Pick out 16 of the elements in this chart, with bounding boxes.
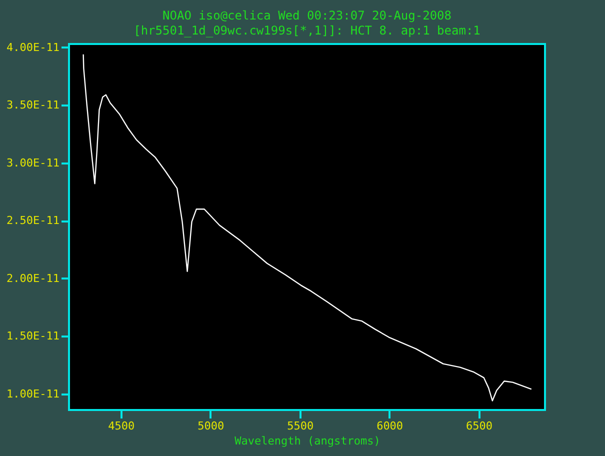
y-tick-label: 1.50E-11 bbox=[6, 330, 60, 343]
y-tick-label: 3.00E-11 bbox=[6, 156, 60, 170]
y-tick-label: 3.50E-11 bbox=[6, 98, 60, 112]
y-tick-label: 1.00E-11 bbox=[6, 387, 60, 400]
x-tick-label: 4500 bbox=[108, 420, 135, 432]
x-tick-label: 6000 bbox=[376, 420, 404, 432]
y-tick-label: 2.50E-11 bbox=[6, 214, 60, 228]
x-tick-label: 5500 bbox=[287, 420, 314, 432]
y-tick-label: 4.00E-11 bbox=[6, 40, 60, 54]
x-tick-label: 6500 bbox=[466, 420, 493, 432]
chart-subtitle: [hr5501_1d_09wc.cw199s[*,1]]: HCT 8. ap:1 beam:1 bbox=[134, 23, 480, 38]
x-tick-label: 5000 bbox=[198, 420, 224, 432]
line-series bbox=[82, 54, 532, 402]
y-tick-label: 2.00E-11 bbox=[6, 272, 60, 285]
chart-title: NOAO iso@celica Wed 00:23:07 20-Aug-2008 bbox=[162, 8, 452, 22]
x-axis-title: Wavelength (angstroms) bbox=[234, 434, 380, 448]
